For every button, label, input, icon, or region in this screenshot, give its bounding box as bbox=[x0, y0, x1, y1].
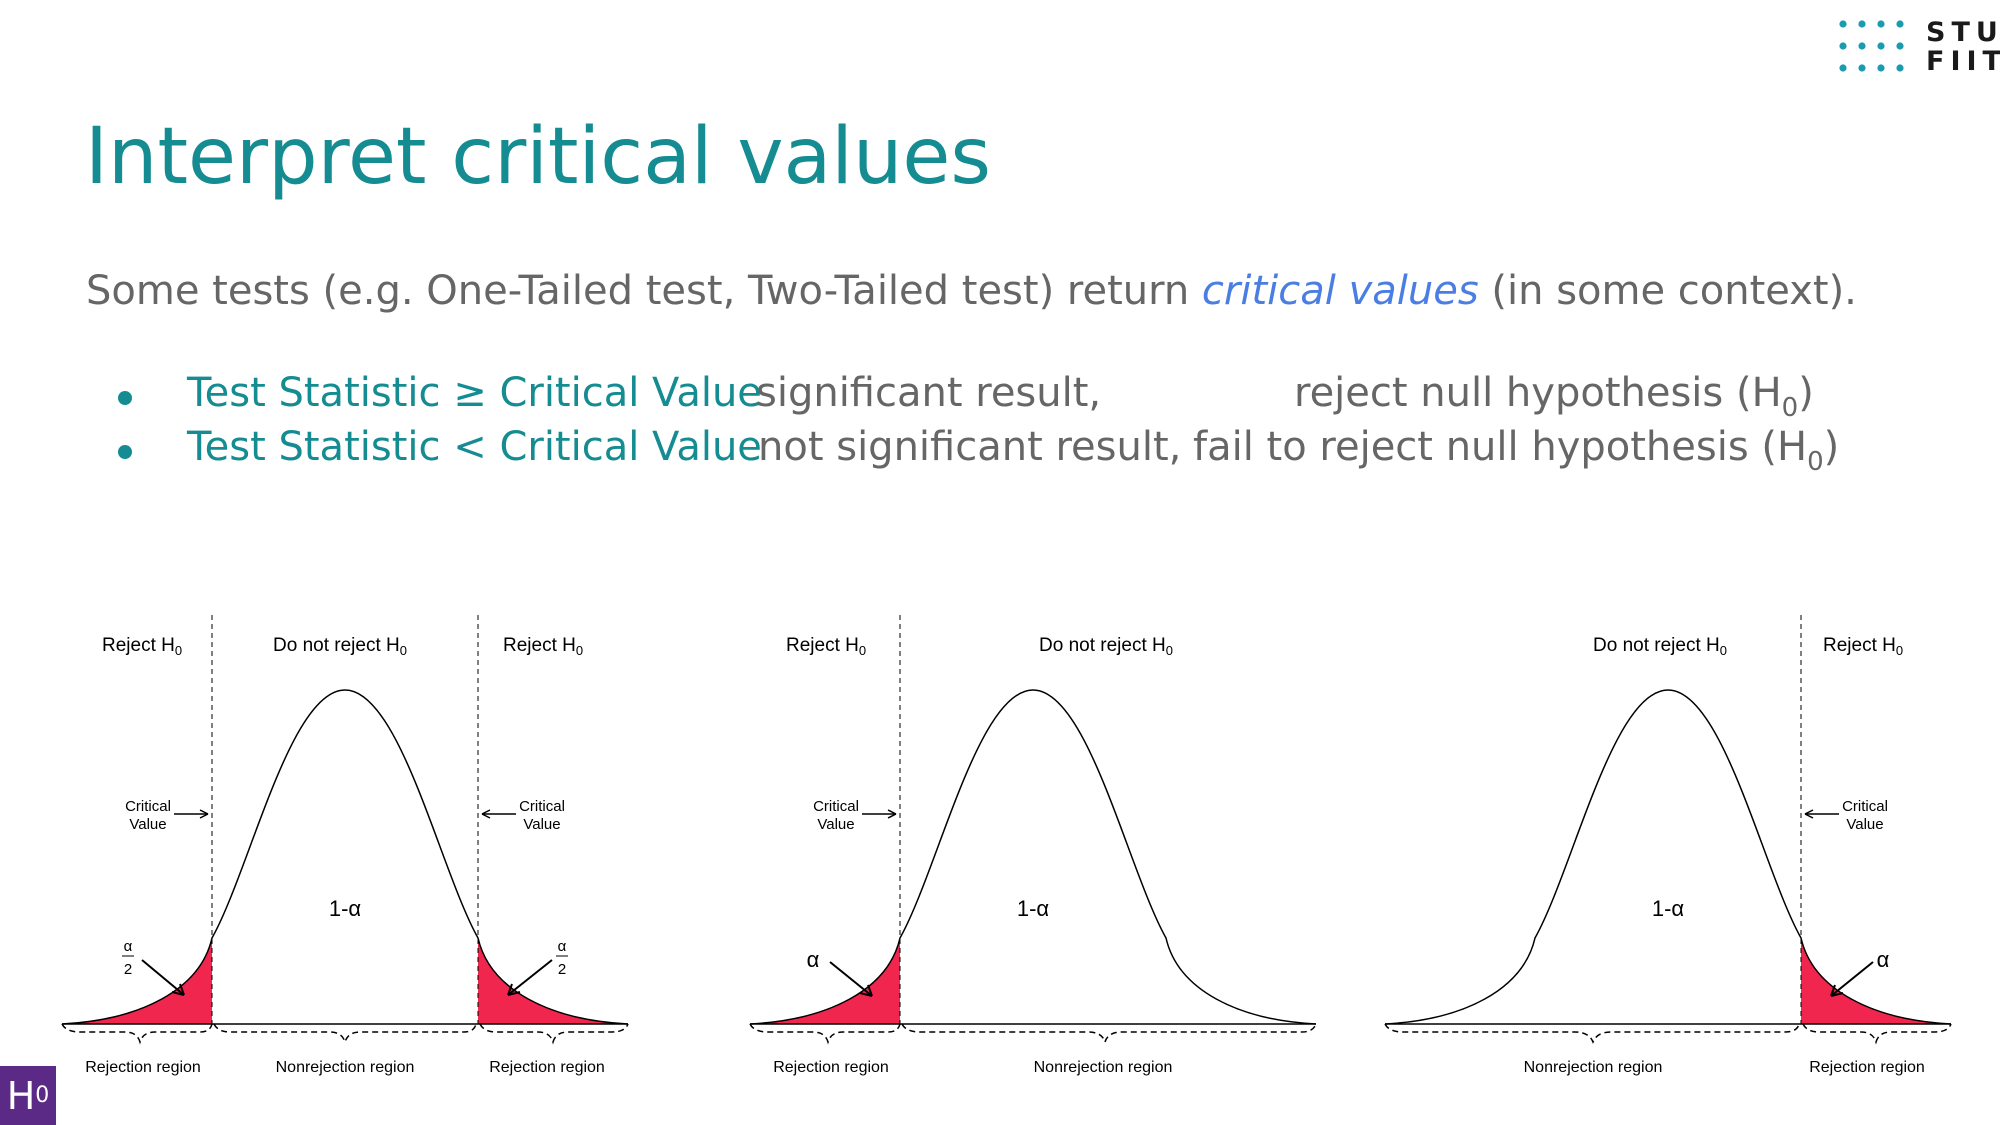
tail-arrow-left bbox=[141, 959, 185, 996]
rejection-region-label-right: Rejection region bbox=[1809, 1059, 1925, 1076]
bell-curve bbox=[1384, 689, 1952, 1025]
critical-label-right: Critical bbox=[1842, 798, 1888, 815]
bullet-action-sub: 0 bbox=[1807, 447, 1824, 477]
rejection-region-label-right: Rejection region bbox=[489, 1059, 605, 1076]
alpha-over-2-right-denominator: 2 bbox=[558, 961, 566, 978]
brace-rejection-left bbox=[61, 1023, 213, 1045]
bullet-action: fail to reject null hypothesis (H0) bbox=[1193, 424, 1839, 477]
bullet-action-close: ) bbox=[1823, 424, 1840, 470]
bell-curve bbox=[749, 689, 1317, 1025]
page-title: Interpret critical values bbox=[85, 112, 992, 202]
intro-emphasis: critical values bbox=[1201, 268, 1479, 314]
two-tailed-diagram: Reject H0 Do not reject H0 Reject H0 Cri… bbox=[60, 600, 640, 1080]
alpha-over-2-left-denominator: 2 bbox=[124, 961, 132, 978]
reject-h0-label-left: Reject H0 bbox=[102, 635, 182, 658]
arrowhead-left bbox=[887, 809, 897, 819]
brace-nonrejection bbox=[901, 1023, 1317, 1045]
right-tailed-diagram: Do not reject H0 Reject H0 Critical Valu… bbox=[1383, 600, 1963, 1080]
arrowhead-right bbox=[1804, 809, 1814, 819]
one-minus-alpha-label: 1-α bbox=[329, 896, 362, 921]
nonrejection-region-label: Nonrejection region bbox=[1524, 1059, 1663, 1076]
reject-h0-label-right: Reject H0 bbox=[1823, 635, 1903, 658]
do-not-reject-h0-label: Do not reject H0 bbox=[1039, 635, 1173, 658]
critical-label-left: Critical bbox=[125, 798, 171, 815]
arrowhead-left bbox=[199, 809, 209, 819]
do-not-reject-h0-label: Do not reject H0 bbox=[273, 635, 407, 658]
bullet-action-sub: 0 bbox=[1781, 393, 1799, 423]
bullet-result: significant result, bbox=[756, 370, 1102, 416]
nonrejection-region-label: Nonrejection region bbox=[1034, 1059, 1173, 1076]
bullet-action-text: reject null hypothesis (H bbox=[1294, 370, 1782, 416]
critical-label-right: Critical bbox=[519, 798, 565, 815]
brace-nonrejection bbox=[213, 1023, 477, 1045]
logo-text: STU FIIT bbox=[1926, 18, 2000, 76]
tail-arrowhead-left bbox=[171, 983, 185, 996]
left-tailed-diagram: Reject H0 Do not reject H0 Critical Valu… bbox=[748, 600, 1328, 1080]
badge-letter: H bbox=[6, 1073, 36, 1118]
tail-arrowhead-right bbox=[1830, 984, 1844, 997]
intro-text: Some tests (e.g. One-Tailed test, Two-Ta… bbox=[86, 268, 1857, 314]
left-tail-region bbox=[750, 938, 900, 1024]
bullet-result: not significant result, bbox=[758, 424, 1182, 470]
bullet-condition: Test Statistic < Critical Value bbox=[187, 424, 762, 470]
alpha-label-right: α bbox=[1877, 947, 1890, 972]
rejection-region-label-left: Rejection region bbox=[85, 1059, 201, 1076]
brace-rejection-right bbox=[1802, 1023, 1952, 1045]
critical-label-left: Critical bbox=[813, 798, 859, 815]
brace-nonrejection bbox=[1384, 1023, 1800, 1045]
badge-sub: 0 bbox=[35, 1083, 50, 1108]
bullet-action-text: fail to reject null hypothesis (H bbox=[1193, 424, 1808, 470]
one-minus-alpha-label: 1-α bbox=[1017, 896, 1050, 921]
intro-after: (in some context). bbox=[1478, 268, 1857, 314]
tail-arrowhead-right bbox=[507, 983, 521, 996]
tail-arrow-right bbox=[507, 959, 553, 996]
bullet-dot-icon bbox=[118, 391, 132, 405]
logo-line-1: STU bbox=[1926, 17, 2000, 48]
alpha-over-2-left-numerator: α bbox=[124, 938, 133, 955]
intro-before: Some tests (e.g. One-Tailed test, Two-Ta… bbox=[86, 268, 1202, 314]
left-tail-region bbox=[62, 938, 212, 1024]
nonrejection-region-label: Nonrejection region bbox=[276, 1059, 415, 1076]
logo-dots-icon bbox=[1839, 20, 1904, 72]
right-tail-region bbox=[1801, 938, 1951, 1024]
tail-arrow-left bbox=[829, 961, 873, 997]
bullet-2: Test Statistic < Critical Value not sign… bbox=[0, 424, 2000, 480]
value-label-right: Value bbox=[523, 816, 560, 833]
reject-h0-label-right: Reject H0 bbox=[503, 635, 583, 658]
tail-arrowhead-left bbox=[859, 984, 873, 997]
value-label-right: Value bbox=[1846, 816, 1883, 833]
one-minus-alpha-label: 1-α bbox=[1652, 896, 1685, 921]
bullet-dot-icon bbox=[118, 445, 132, 459]
brace-rejection-right bbox=[479, 1023, 629, 1045]
rejection-region-label-left: Rejection region bbox=[773, 1059, 889, 1076]
right-tail-region bbox=[478, 938, 628, 1024]
bullet-action: reject null hypothesis (H0) bbox=[1294, 370, 1814, 423]
bell-curve bbox=[61, 689, 629, 1025]
bullet-condition: Test Statistic ≥ Critical Value bbox=[187, 370, 762, 416]
arrowhead-right bbox=[481, 809, 491, 819]
reject-h0-label-left: Reject H0 bbox=[786, 635, 866, 658]
alpha-over-2-right-numerator: α bbox=[558, 938, 567, 955]
value-label-left: Value bbox=[129, 816, 166, 833]
stu-fiit-logo: STU FIIT bbox=[1838, 18, 2000, 78]
bullet-action-close: ) bbox=[1798, 370, 1814, 416]
alpha-label-left: α bbox=[807, 947, 820, 972]
bullet-1: Test Statistic ≥ Critical Value signific… bbox=[0, 370, 2000, 426]
logo-line-2: FIIT bbox=[1926, 46, 2000, 77]
brace-rejection-left bbox=[749, 1023, 901, 1045]
value-label-left: Value bbox=[817, 816, 854, 833]
tail-arrow-right bbox=[1830, 961, 1874, 997]
do-not-reject-h0-label: Do not reject H0 bbox=[1593, 635, 1727, 658]
